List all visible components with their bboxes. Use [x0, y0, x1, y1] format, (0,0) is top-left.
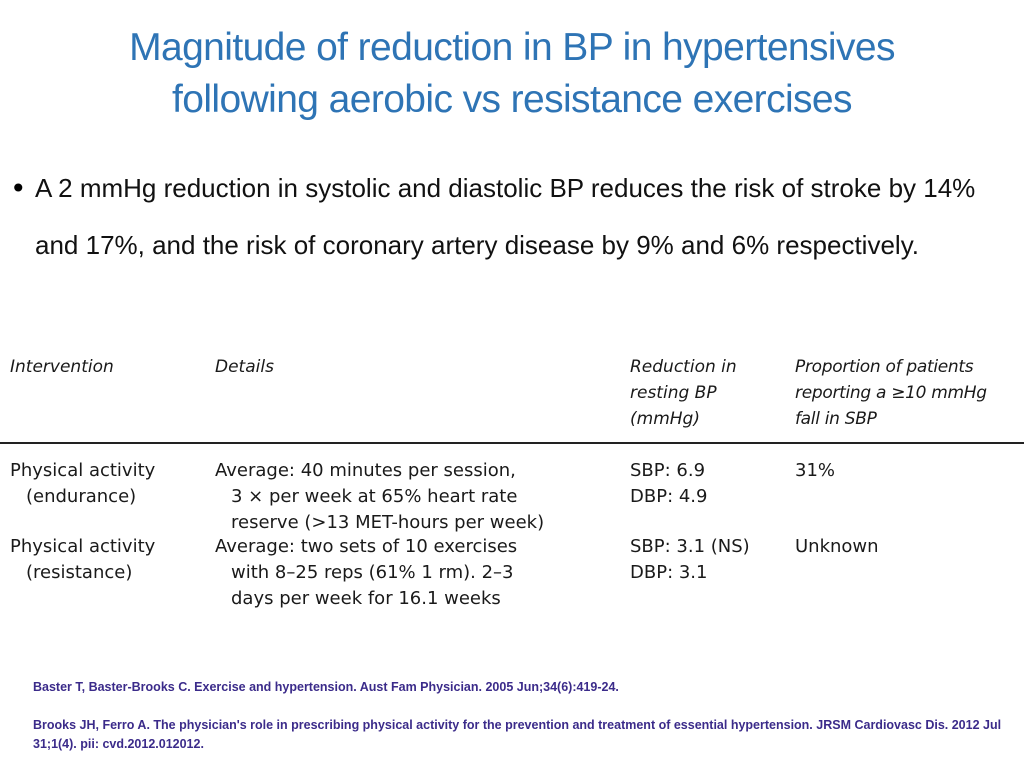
header-proportion-line: Proportion of patients: [795, 357, 974, 377]
cell-line: Average: two sets of 10 exercises: [215, 536, 518, 557]
cell-line: Physical activity: [10, 536, 156, 557]
title-line-2: following aerobic vs resistance exercise…: [172, 78, 852, 121]
header-proportion: Proportion of patients reporting a ≥10 m…: [795, 354, 1023, 432]
title-line-1: Magnitude of reduction in BP in hyperten…: [129, 26, 895, 69]
cell-line: (resistance): [26, 562, 133, 583]
header-reduction: Reduction in resting BP (mmHg): [630, 354, 780, 432]
cell-line: 3 × per week at 65% heart rate: [231, 486, 518, 507]
cell-proportion: Unknown: [795, 536, 879, 557]
header-proportion-line: reporting a ≥10 mmHg: [795, 383, 987, 403]
cell-line: SBP: 3.1 (NS): [630, 536, 750, 557]
cell-line: reserve (>13 MET-hours per week): [231, 512, 545, 533]
header-reduction-line: (mmHg): [630, 409, 700, 429]
cell-reduction: SBP: 3.1 (NS) DBP: 3.1: [630, 534, 780, 586]
bullet-text: A 2 mmHg reduction in systolic and diast…: [35, 173, 976, 260]
cell-details: Average: 40 minutes per session, 3 × per…: [215, 458, 544, 536]
bullet-dot-icon: •: [10, 172, 27, 205]
cell-line: SBP: 6.9: [630, 460, 706, 481]
cell-line: DBP: 4.9: [630, 486, 708, 507]
cell-proportion: 31%: [795, 460, 836, 481]
cell-line: DBP: 3.1: [630, 562, 708, 583]
cell-intervention: Physical activity (resistance): [10, 534, 155, 586]
cell-line: with 8–25 reps (61% 1 rm). 2–3: [231, 562, 514, 583]
cell-intervention: Physical activity (endurance): [10, 458, 155, 510]
header-proportion-line: fall in SBP: [795, 409, 877, 429]
reference-2: Brooks JH, Ferro A. The physician's role…: [33, 718, 1002, 751]
header-reduction-line: Reduction in: [630, 357, 737, 377]
header-details: Details: [215, 357, 274, 377]
reference-1: Baster T, Baster-Brooks C. Exercise and …: [33, 680, 619, 694]
cell-details: Average: two sets of 10 exercises with 8…: [215, 534, 517, 612]
cell-line: Average: 40 minutes per session,: [215, 460, 516, 481]
header-reduction-line: resting BP: [630, 383, 717, 403]
references: Baster T, Baster-Brooks C. Exercise and …: [33, 678, 1008, 754]
slide-title: Magnitude of reduction in BP in hyperten…: [20, 22, 1004, 126]
cell-line: (endurance): [26, 486, 137, 507]
cell-line: Physical activity: [10, 460, 156, 481]
cell-line: days per week for 16.1 weeks: [231, 588, 501, 609]
table-header: Intervention Details Reduction in restin…: [0, 350, 1024, 444]
header-intervention: Intervention: [10, 357, 114, 377]
cell-reduction: SBP: 6.9 DBP: 4.9: [630, 458, 780, 510]
